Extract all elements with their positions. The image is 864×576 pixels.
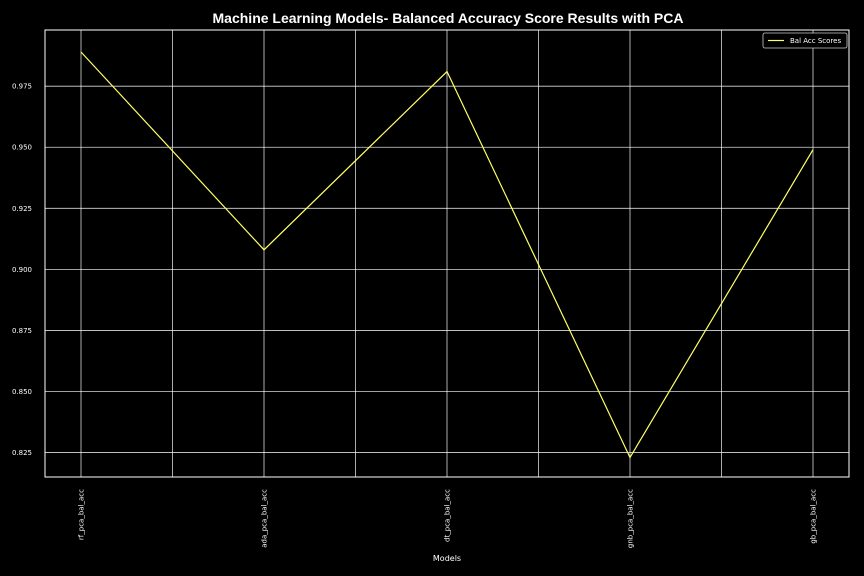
y-tick-label: 0.900 [12, 266, 32, 274]
y-tick-label: 0.950 [12, 144, 32, 152]
x-axis-label: Models [433, 554, 461, 563]
y-tick-label: 0.825 [12, 449, 32, 457]
series-layer [80, 51, 814, 459]
axes-frame [44, 29, 850, 478]
x-tick-label: rf_pca_bal_acc [78, 489, 86, 540]
x-tick-label: gnb_pca_bal_acc [627, 489, 635, 548]
y-tick-layer: 0.825 0.850 0.875 0.900 0.925 0.950 0.975 [12, 83, 32, 457]
x-tick-layer: rf_pca_bal_acc ada_pca_bal_acc dt_pca_bal_… [78, 489, 818, 548]
x-tick-label: ada_pca_bal_acc [261, 489, 269, 548]
grid-layer [45, 30, 849, 477]
y-tick-label: 0.925 [12, 205, 32, 213]
x-tick-label: gb_pca_bal_acc [810, 489, 818, 544]
y-tick-label: 0.875 [12, 327, 32, 335]
chart-title: Machine Learning Models- Balanced Accura… [213, 10, 684, 26]
y-tick-label: 0.850 [12, 388, 32, 396]
legend-box [762, 32, 848, 49]
legend-label: Bal Acc Scores [790, 37, 841, 45]
x-tick-label: dt_pca_bal_acc [444, 489, 452, 542]
y-tick-label: 0.975 [12, 83, 32, 91]
legend: Bal Acc Scores [762, 32, 848, 49]
